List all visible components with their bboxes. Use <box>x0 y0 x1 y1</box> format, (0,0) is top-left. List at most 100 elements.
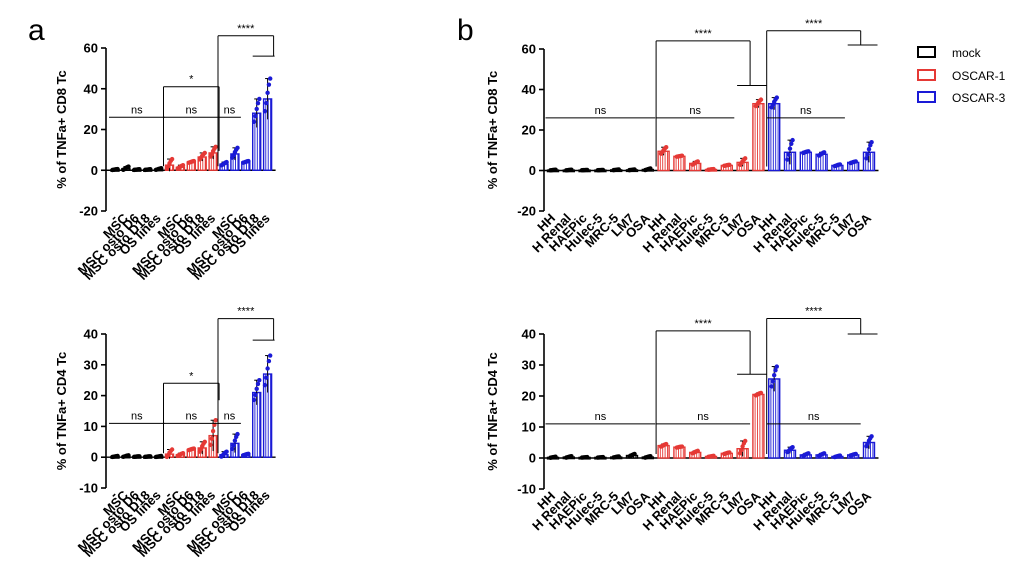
significance-label: ns <box>697 411 709 423</box>
bar <box>546 454 560 460</box>
data-point <box>257 96 262 102</box>
bar <box>241 158 251 171</box>
data-point <box>553 167 558 172</box>
data-point <box>180 162 186 168</box>
data-point <box>789 141 794 146</box>
bar <box>610 454 623 460</box>
legend: mock OSCAR-1 OSCAR-3 <box>917 46 1006 105</box>
y-tick-label: 20 <box>522 389 536 404</box>
legend-label-mock: mock <box>952 46 982 60</box>
panel-letter-a: a <box>28 14 45 47</box>
data-point <box>806 451 811 456</box>
bar <box>164 156 175 172</box>
data-point <box>251 397 257 403</box>
data-point <box>268 353 273 358</box>
data-point <box>585 167 590 173</box>
data-point <box>679 444 685 449</box>
data-point <box>695 448 700 454</box>
significance-label: ns <box>595 411 607 423</box>
data-point <box>632 167 637 172</box>
bar <box>208 418 218 458</box>
data-point <box>648 453 653 459</box>
data-point <box>600 454 606 460</box>
bar <box>736 438 749 459</box>
data-point <box>235 431 240 437</box>
data-point <box>137 454 142 459</box>
bar <box>862 139 876 172</box>
data-point <box>585 454 590 460</box>
bar <box>673 153 686 172</box>
data-point <box>787 146 793 151</box>
data-point <box>265 90 270 96</box>
significance-label: ns <box>808 411 820 423</box>
y-tick-label: 0 <box>91 450 98 465</box>
legend-label-oscar-1: OSCAR-1 <box>952 69 1006 83</box>
data-point <box>254 106 259 112</box>
data-point <box>126 453 131 458</box>
data-point <box>257 378 262 383</box>
data-point <box>213 418 218 423</box>
bar <box>230 431 240 458</box>
bar <box>783 137 797 172</box>
bar <box>186 158 197 171</box>
bar <box>815 150 828 172</box>
data-point <box>616 167 621 172</box>
bar <box>142 454 153 459</box>
data-point <box>268 76 273 81</box>
y-tick-label: 60 <box>522 42 536 57</box>
y-tick-label: 0 <box>91 163 98 178</box>
data-point <box>790 444 795 450</box>
data-point <box>209 436 214 441</box>
data-point <box>695 159 700 164</box>
significance-label: ns <box>689 105 701 117</box>
data-point <box>235 145 240 151</box>
bar <box>262 353 273 458</box>
bar <box>219 449 229 459</box>
data-point <box>262 382 268 388</box>
bar <box>720 450 733 459</box>
bar <box>689 448 702 459</box>
bar <box>153 166 164 173</box>
data-point <box>264 375 269 380</box>
y-tick-label: 40 <box>522 327 536 342</box>
data-point <box>758 390 764 396</box>
data-point <box>159 453 164 459</box>
significance-label: * <box>189 74 194 86</box>
data-point <box>664 441 669 447</box>
data-point <box>632 451 637 457</box>
data-point <box>869 139 874 145</box>
data-point <box>213 144 218 150</box>
y-axis-label: % of TNFa+ CD8 Tc <box>485 71 500 190</box>
y-tick-label: 30 <box>84 357 98 372</box>
bar <box>831 453 844 460</box>
y-tick-label: 30 <box>522 358 536 373</box>
significance-label: **** <box>695 28 713 40</box>
bar <box>799 451 812 459</box>
bar <box>610 167 623 173</box>
data-point <box>711 453 716 459</box>
data-point <box>251 119 257 124</box>
data-point <box>822 150 827 155</box>
data-point <box>230 446 235 452</box>
bar <box>673 444 686 459</box>
bar <box>578 454 591 460</box>
data-point <box>773 368 778 373</box>
bar <box>164 447 175 460</box>
data-point <box>774 364 779 369</box>
data-point <box>569 453 574 459</box>
data-point <box>853 451 858 457</box>
y-tick-label: -20 <box>79 204 98 219</box>
bar <box>251 378 262 458</box>
data-point <box>772 373 777 378</box>
significance-label: **** <box>237 306 255 318</box>
data-point <box>202 150 207 156</box>
data-point <box>148 167 153 172</box>
data-point <box>159 166 164 171</box>
data-point <box>180 450 186 456</box>
bar <box>121 453 131 460</box>
bar <box>562 453 575 460</box>
y-tick-label: 10 <box>84 419 98 434</box>
y-tick-label: 10 <box>522 420 536 435</box>
data-point <box>743 438 748 444</box>
